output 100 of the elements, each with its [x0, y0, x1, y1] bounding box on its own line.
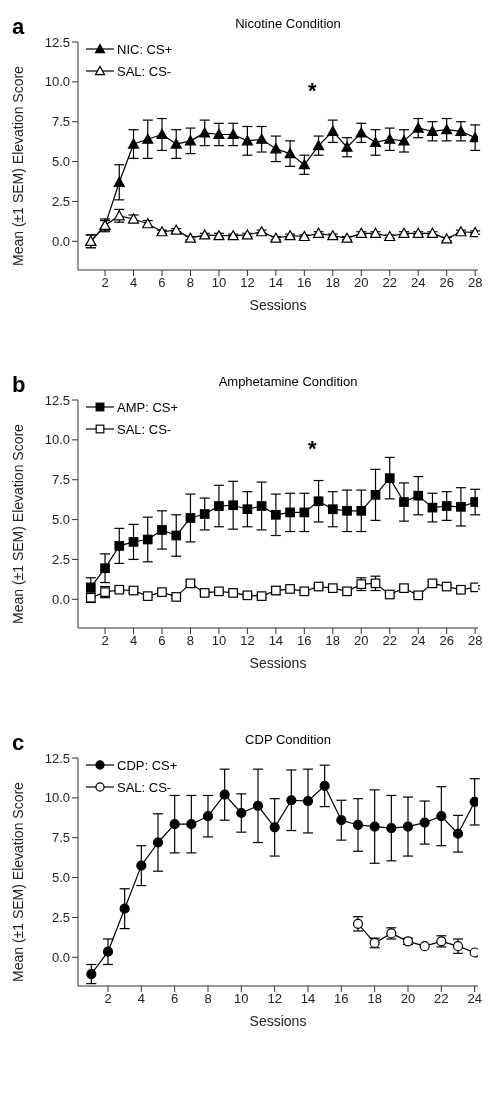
legend-label: SAL: CS-	[117, 421, 172, 437]
point	[384, 230, 396, 242]
point	[312, 227, 325, 238]
point	[199, 509, 210, 519]
y-tick-label: 2.5	[51, 552, 70, 568]
point	[369, 227, 382, 238]
x-tick-label: 22	[382, 275, 397, 291]
x-axis-title: Sessions	[249, 655, 307, 671]
point	[319, 780, 330, 791]
point	[186, 819, 197, 830]
y-tick-label: 5.0	[51, 512, 70, 528]
x-tick-label: 24	[410, 275, 426, 291]
point	[152, 837, 164, 848]
point	[386, 823, 397, 834]
legend-label: AMP: CS+	[117, 399, 179, 415]
annotation: *	[308, 78, 317, 104]
y-axis-title: Mean (±1 SEM) Elevation Score	[9, 65, 26, 266]
x-tick-label: 20	[354, 275, 369, 291]
point	[441, 124, 453, 135]
x-tick-label: 18	[325, 633, 341, 649]
x-tick-label: 18	[325, 275, 341, 291]
point	[412, 122, 424, 133]
legend-label: CDP: CS+	[117, 757, 178, 773]
point	[284, 148, 296, 159]
point	[355, 127, 367, 138]
x-tick-label: 14	[300, 991, 316, 1007]
point	[127, 138, 140, 149]
x-tick-label: 4	[129, 275, 138, 291]
x-tick-label: 20	[354, 633, 369, 649]
point	[370, 490, 381, 500]
point	[452, 828, 464, 839]
legend-label: SAL: CS-	[117, 779, 172, 795]
point	[355, 227, 367, 238]
x-axis-title: Sessions	[249, 297, 307, 313]
point	[227, 128, 239, 140]
y-tick-label: 10.0	[44, 432, 70, 448]
point	[302, 795, 314, 807]
point	[455, 125, 467, 136]
x-tick-label: 20	[400, 991, 416, 1007]
point	[341, 141, 353, 152]
point	[426, 125, 439, 136]
x-axis-title: Sessions	[249, 1013, 307, 1029]
y-tick-label: 12.5	[44, 392, 70, 408]
x-tick-label: 16	[297, 633, 312, 649]
point	[313, 496, 324, 507]
point	[469, 796, 478, 807]
x-tick-label: 10	[211, 275, 227, 291]
text: a	[12, 14, 25, 40]
point	[100, 563, 110, 574]
point	[128, 537, 139, 547]
x-tick-label: 22	[434, 991, 449, 1007]
point	[313, 581, 324, 592]
y-tick-label: 5.0	[51, 870, 70, 886]
point	[286, 795, 297, 806]
point	[384, 473, 395, 483]
y-axis-title: Mean (±1 SEM) Elevation Score	[9, 423, 26, 624]
y-tick-label: 7.5	[51, 830, 70, 846]
x-tick-label: 6	[158, 633, 166, 649]
text: b	[12, 372, 26, 398]
x-tick-label: 12	[240, 633, 255, 649]
y-tick-label: 5.0	[51, 154, 70, 170]
annotation: *	[308, 436, 317, 462]
x-tick-label: 12	[267, 991, 282, 1007]
point	[342, 505, 352, 516]
point	[102, 946, 114, 957]
y-axis-title: Mean (±1 SEM) Elevation Score	[9, 781, 26, 982]
point	[184, 135, 197, 146]
x-tick-label: 10	[234, 991, 249, 1007]
point	[119, 903, 130, 914]
point	[456, 501, 466, 512]
point	[185, 513, 196, 523]
point	[285, 507, 295, 518]
point	[419, 941, 430, 952]
x-tick-label: 16	[334, 991, 349, 1007]
y-tick-label: 12.5	[44, 750, 70, 766]
point	[142, 534, 153, 545]
point	[214, 501, 224, 511]
point	[213, 128, 225, 140]
point	[312, 140, 325, 151]
point	[327, 125, 339, 136]
point	[170, 138, 182, 149]
x-tick-label: 8	[186, 275, 195, 291]
x-tick-label: 4	[129, 633, 138, 649]
y-tick-label: 7.5	[51, 472, 70, 488]
point	[270, 143, 282, 154]
point	[298, 230, 310, 242]
point	[436, 811, 447, 822]
point	[241, 135, 253, 146]
point	[298, 159, 310, 170]
x-tick-label: 10	[211, 633, 227, 649]
point	[369, 821, 380, 832]
point	[426, 227, 439, 238]
point	[441, 501, 452, 511]
point	[228, 500, 239, 511]
point	[402, 821, 414, 832]
point	[242, 504, 253, 515]
point	[199, 127, 211, 138]
point	[256, 133, 268, 144]
x-tick-label: 2	[104, 991, 112, 1007]
point	[384, 133, 396, 144]
